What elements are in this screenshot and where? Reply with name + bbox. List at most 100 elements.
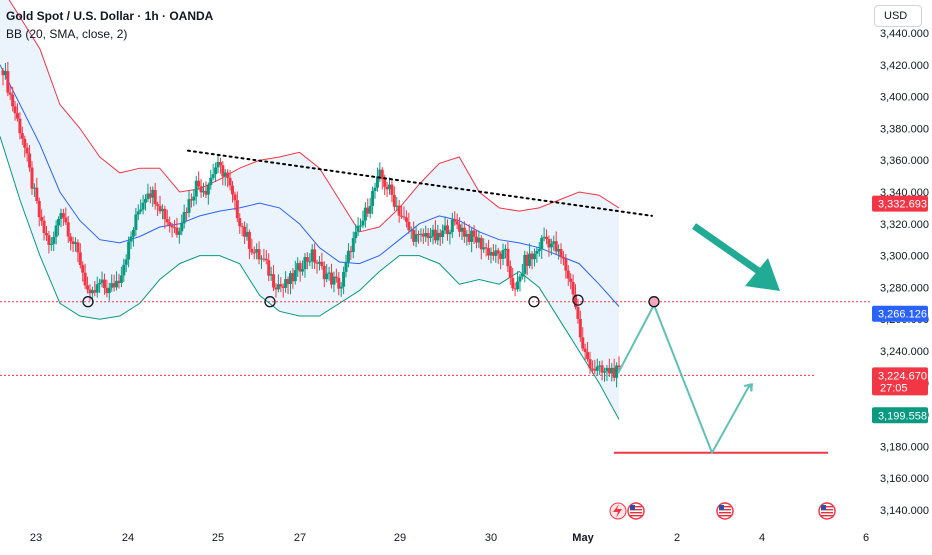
candle-body bbox=[173, 227, 177, 229]
candle bbox=[28, 144, 32, 172]
candle-body bbox=[160, 208, 164, 212]
candle bbox=[112, 274, 116, 292]
candle bbox=[363, 202, 367, 228]
candle bbox=[6, 61, 10, 97]
candle bbox=[552, 235, 556, 251]
price-axis-bg[interactable] bbox=[872, 0, 932, 550]
candle-body bbox=[296, 263, 300, 271]
candle-body bbox=[78, 252, 82, 266]
candle bbox=[301, 260, 305, 276]
down-arrow-icon[interactable] bbox=[691, 223, 780, 291]
projection-path[interactable] bbox=[617, 223, 780, 454]
price-axis[interactable]: 3,440.000 3,420.000 3,400.000 3,380.000 3,36… bbox=[872, 0, 932, 550]
candle bbox=[175, 217, 179, 238]
candle bbox=[76, 239, 80, 263]
candle-body bbox=[371, 190, 375, 206]
candle-body bbox=[554, 241, 558, 252]
descending-trendline[interactable] bbox=[187, 149, 653, 217]
candle bbox=[429, 227, 433, 243]
candle bbox=[516, 271, 520, 292]
candle-body bbox=[576, 306, 580, 319]
candle bbox=[170, 222, 174, 238]
candle-body bbox=[593, 368, 597, 371]
candle-body bbox=[272, 274, 276, 288]
flag-stripe bbox=[630, 506, 642, 508]
candle bbox=[71, 236, 75, 253]
candle-body bbox=[252, 252, 256, 254]
candle-body bbox=[163, 208, 167, 220]
candle-body bbox=[240, 226, 244, 228]
lower-band-badge: 3,199.558 bbox=[878, 410, 927, 422]
candle bbox=[566, 265, 570, 286]
candle bbox=[228, 170, 232, 191]
us-flag-icon[interactable] bbox=[716, 502, 734, 520]
candle bbox=[313, 243, 317, 270]
candle-body bbox=[322, 265, 326, 280]
candle bbox=[255, 243, 259, 260]
candle bbox=[617, 356, 621, 371]
time-axis[interactable]: 23 24 25 27 29 30 May 2 4 6 bbox=[30, 532, 869, 544]
candle-body bbox=[139, 209, 143, 212]
candle bbox=[144, 194, 148, 211]
indicator-label[interactable]: BB (20, SMA, close, 2) bbox=[6, 27, 128, 41]
candle-body bbox=[590, 368, 594, 370]
candle bbox=[385, 181, 389, 198]
candle bbox=[73, 237, 77, 252]
price-tick-label: 3,420.000 bbox=[880, 60, 929, 72]
candle-body bbox=[491, 252, 495, 256]
candle-body bbox=[20, 133, 24, 139]
candle bbox=[419, 228, 423, 242]
candle bbox=[409, 226, 413, 240]
candle bbox=[127, 236, 131, 268]
candle-body bbox=[487, 248, 491, 256]
candle bbox=[491, 244, 495, 261]
flag-stripe bbox=[821, 515, 833, 517]
event-icons[interactable] bbox=[609, 502, 836, 520]
candle-body bbox=[351, 238, 355, 253]
lightning-icon[interactable] bbox=[609, 502, 627, 520]
candle-body bbox=[494, 250, 498, 256]
candle-body bbox=[214, 167, 218, 175]
candle-body bbox=[583, 348, 587, 353]
currency-button[interactable]: USD bbox=[874, 5, 922, 27]
candle bbox=[199, 179, 203, 198]
candle-body bbox=[141, 202, 145, 210]
candle bbox=[414, 226, 418, 248]
candle bbox=[511, 267, 515, 292]
candle bbox=[223, 169, 227, 186]
candle bbox=[453, 211, 457, 226]
us-flag-icon[interactable] bbox=[627, 502, 645, 520]
candle-body bbox=[532, 253, 536, 260]
candle-body bbox=[404, 217, 408, 222]
candle bbox=[153, 182, 157, 210]
candle bbox=[342, 266, 346, 294]
candle-body bbox=[402, 216, 406, 218]
candle bbox=[47, 230, 51, 254]
candle bbox=[547, 235, 551, 257]
candle-body bbox=[462, 227, 466, 237]
candle-body bbox=[228, 177, 232, 186]
candle bbox=[233, 191, 237, 211]
trendline[interactable] bbox=[187, 149, 653, 217]
candle-body bbox=[175, 227, 179, 235]
us-flag-icon[interactable] bbox=[818, 502, 836, 520]
candle bbox=[259, 255, 263, 269]
candle-body bbox=[412, 230, 416, 242]
projection-line[interactable] bbox=[617, 303, 753, 454]
candle bbox=[407, 212, 411, 234]
candle bbox=[264, 250, 268, 265]
time-tick-label: May bbox=[572, 532, 594, 544]
candle bbox=[141, 194, 145, 215]
candle bbox=[279, 277, 283, 293]
candle-body bbox=[518, 276, 522, 282]
flag-canton bbox=[630, 505, 635, 510]
candle bbox=[305, 252, 309, 270]
candle bbox=[438, 229, 442, 246]
candle bbox=[81, 261, 85, 282]
candle-body bbox=[3, 71, 7, 76]
candle bbox=[13, 101, 17, 121]
symbol-title[interactable]: Gold Spot / U.S. Dollar · 1h · OANDA bbox=[6, 9, 214, 23]
candle bbox=[518, 273, 522, 292]
